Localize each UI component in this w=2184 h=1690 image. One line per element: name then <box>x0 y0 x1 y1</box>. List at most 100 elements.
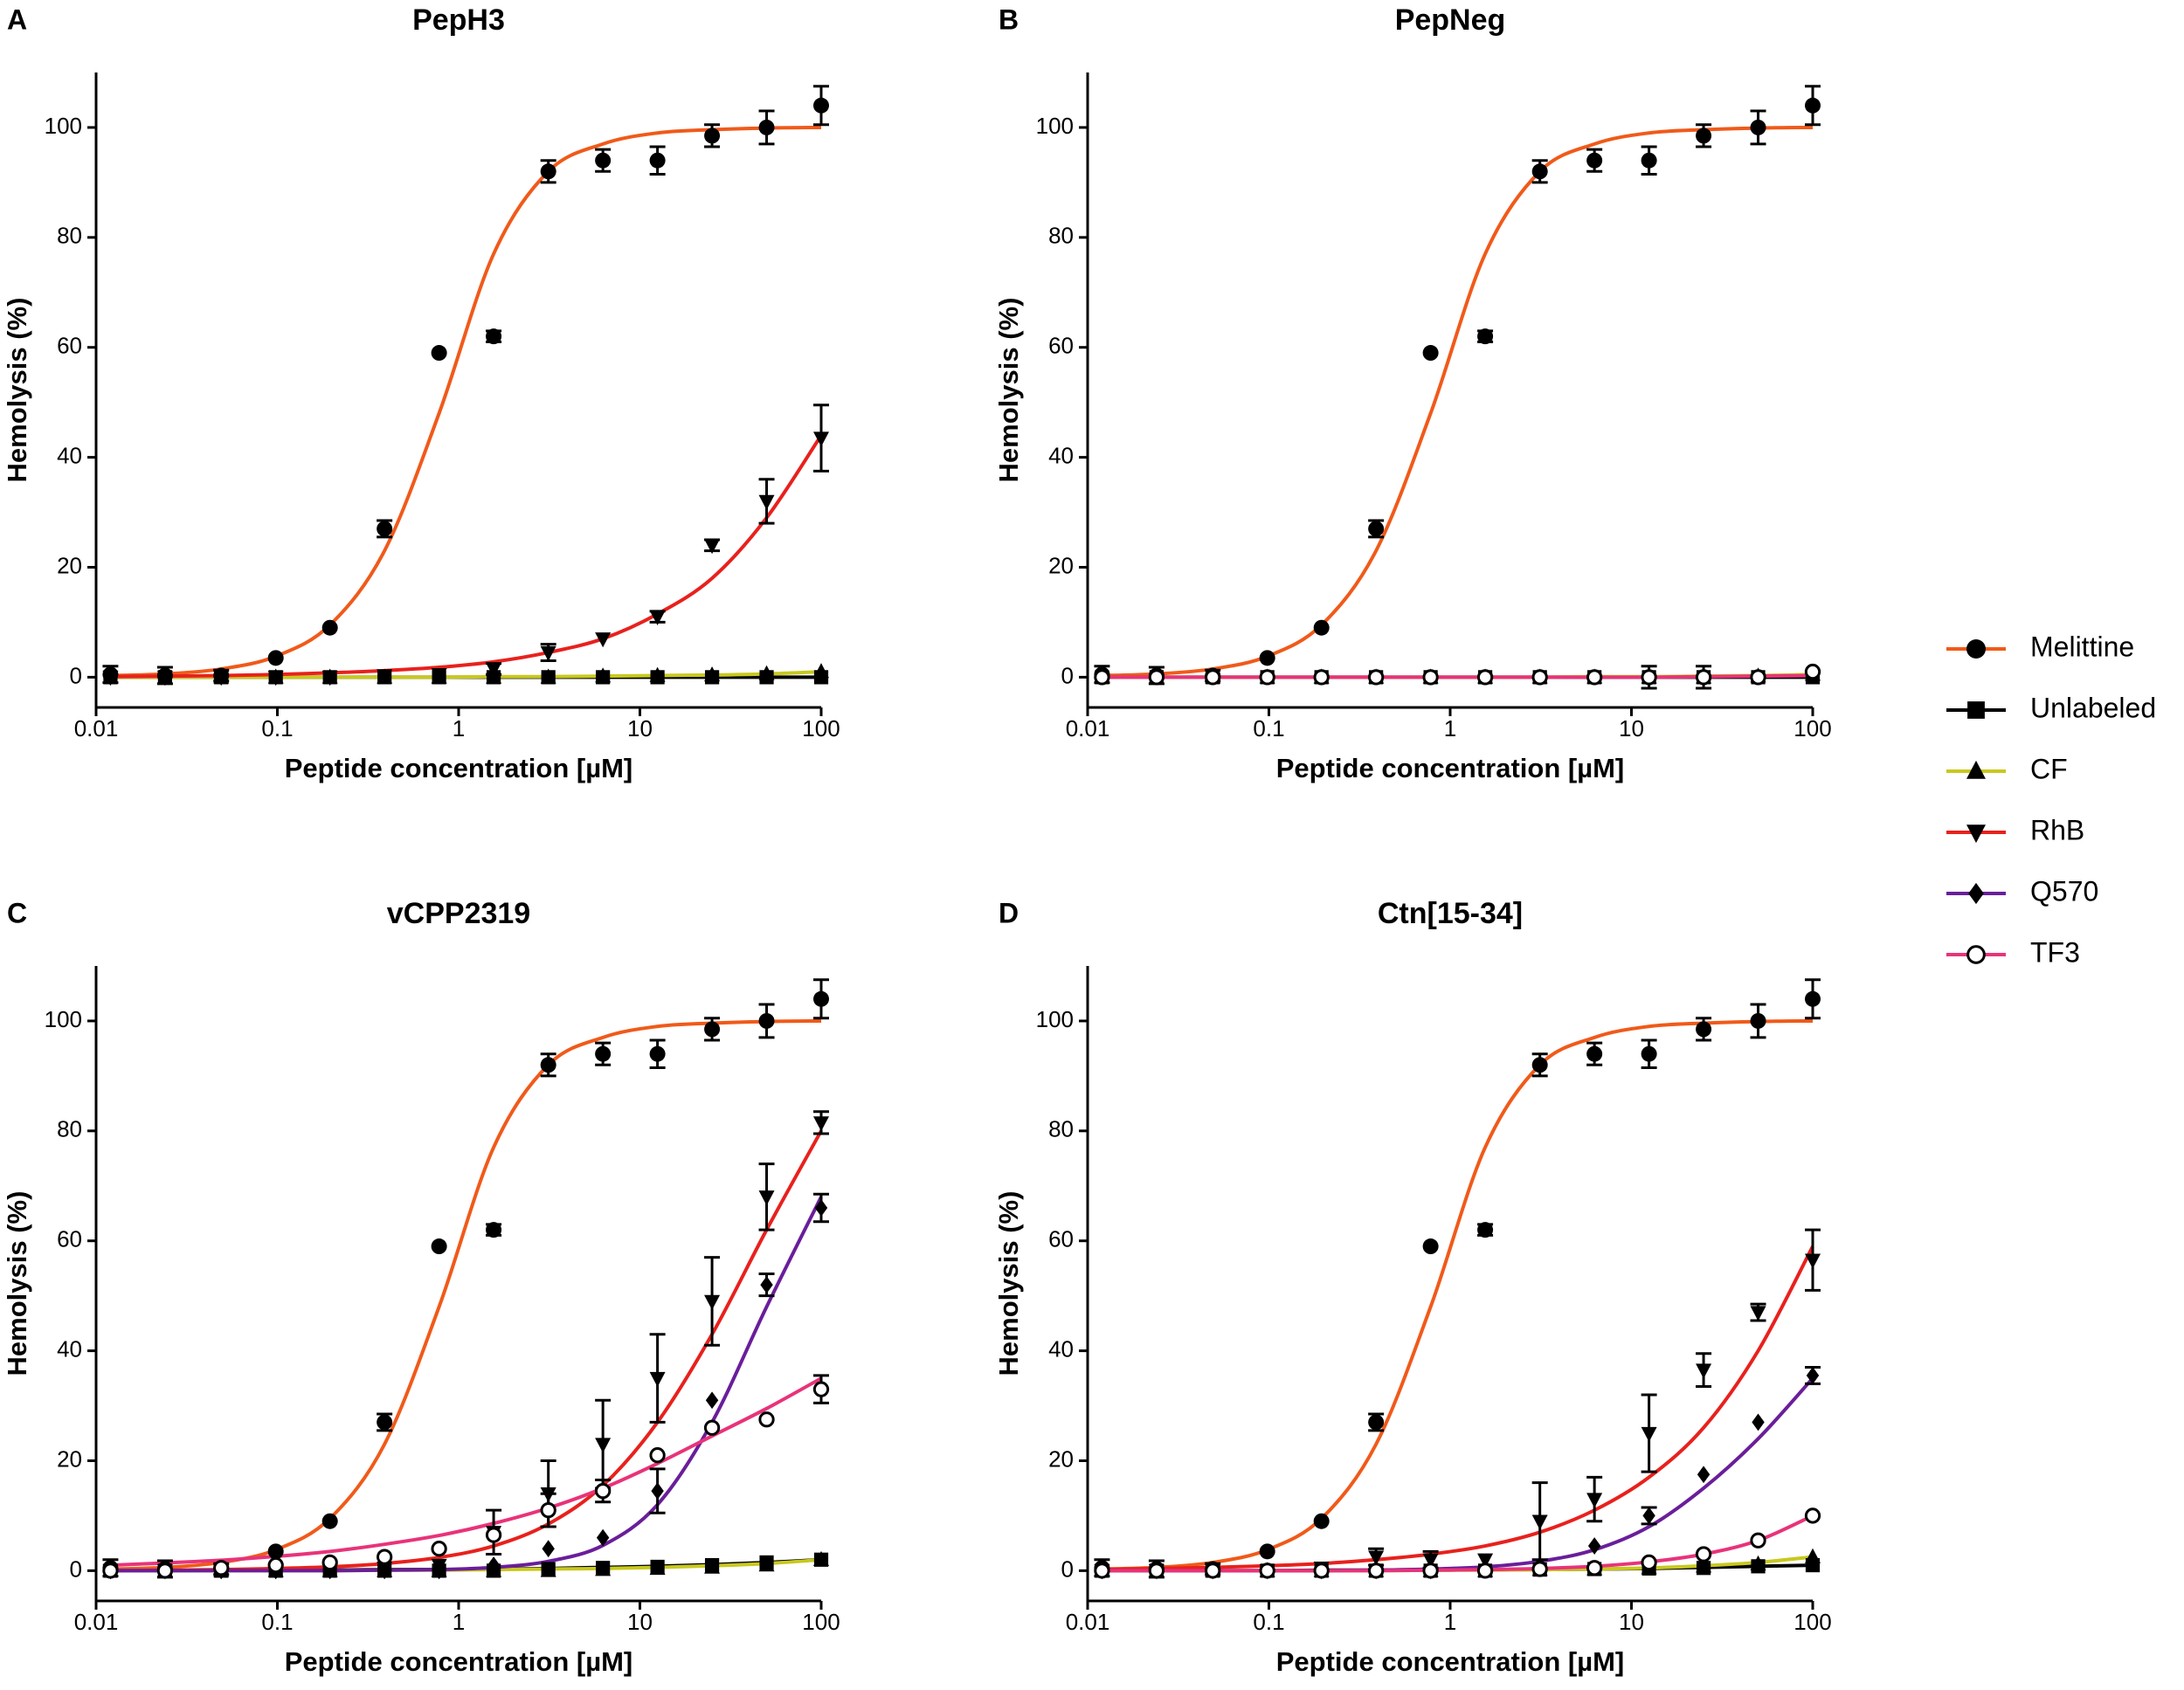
data-point <box>1205 1562 1221 1579</box>
y-tick-label: 40 <box>1048 442 1074 468</box>
y-tick-label: 80 <box>1048 1116 1074 1142</box>
y-tick-label: 0 <box>1061 662 1074 688</box>
y-tick-label: 60 <box>57 1226 82 1252</box>
legend-marker <box>1967 701 1985 719</box>
data-point <box>1422 1238 1439 1255</box>
data-point <box>1148 1562 1165 1579</box>
y-tick-label: 40 <box>57 442 82 468</box>
y-tick-label: 20 <box>57 1445 82 1472</box>
data-point <box>1476 669 1494 686</box>
x-tick-label: 0.1 <box>261 1609 293 1635</box>
legend-label: TF3 <box>2030 936 2080 968</box>
data-point <box>432 1562 446 1580</box>
data-point <box>1805 1253 1821 1269</box>
chart-title: PepH3 <box>412 3 505 37</box>
data-point <box>1422 1562 1439 1579</box>
data-point <box>704 1294 721 1310</box>
data-point <box>1422 345 1439 362</box>
data-point <box>377 669 393 685</box>
x-tick-label: 0.1 <box>1253 715 1284 742</box>
data-point <box>431 668 447 684</box>
data-point <box>705 1391 719 1410</box>
panel: B PepNeg Hemolysis (%) Peptide concentratio… <box>993 3 1832 783</box>
y-tick-label: 100 <box>45 1006 82 1032</box>
data-point <box>1587 1537 1601 1555</box>
panel: A PepH3 Hemolysis (%) Peptide concentration… <box>2 3 840 783</box>
y-tick-label: 40 <box>57 1335 82 1362</box>
data-point <box>486 662 502 678</box>
data-point <box>812 1381 830 1397</box>
data-point <box>321 619 338 636</box>
y-tick-label: 40 <box>1048 1335 1074 1362</box>
chart-title: PepNeg <box>1395 3 1506 37</box>
data-point <box>704 1021 721 1038</box>
data-point <box>1313 669 1330 686</box>
data-point <box>649 1371 666 1387</box>
panel: D Ctn[15-34] Hemolysis (%) Peptide concentr… <box>993 897 1832 1677</box>
data-point <box>1804 1507 1821 1524</box>
data-point <box>377 521 393 537</box>
data-point <box>1750 669 1766 686</box>
data-point <box>1805 97 1821 114</box>
legend-label: Melittine <box>2030 631 2134 662</box>
y-tick-label: 80 <box>1048 223 1074 249</box>
y-tick-label: 0 <box>70 662 82 688</box>
y-tick-label: 60 <box>1048 1226 1074 1252</box>
data-point <box>814 1199 828 1217</box>
legend-label: Q570 <box>2030 875 2098 907</box>
legend-marker <box>1966 760 1986 779</box>
data-point <box>813 1116 829 1132</box>
data-point <box>540 668 556 684</box>
y-tick-label: 100 <box>1036 113 1074 139</box>
x-tick-label: 0.01 <box>74 715 119 742</box>
data-point <box>1368 1414 1385 1431</box>
x-tick-label: 1 <box>453 1609 465 1635</box>
data-point <box>213 1560 230 1576</box>
data-point <box>649 666 666 682</box>
data-point <box>813 431 829 447</box>
data-point <box>649 1045 666 1062</box>
data-point <box>1477 328 1494 345</box>
data-point <box>431 1238 447 1255</box>
data-point <box>1750 1306 1766 1321</box>
data-point <box>267 1543 284 1560</box>
data-point <box>594 1482 612 1500</box>
data-point <box>1259 1543 1275 1560</box>
x-tick-label: 1 <box>1444 1609 1456 1635</box>
fit-curve <box>110 1376 822 1568</box>
data-point <box>1696 1557 1712 1573</box>
data-point <box>758 119 775 135</box>
data-point <box>1750 1012 1766 1029</box>
y-tick-label: 60 <box>1048 333 1074 359</box>
chart-title: Ctn[15-34] <box>1378 897 1523 930</box>
data-point <box>1696 1021 1712 1038</box>
data-point <box>704 666 721 682</box>
fit-curve <box>110 1196 823 1573</box>
y-axis-label: Hemolysis (%) <box>2 298 32 483</box>
data-point <box>704 1558 721 1574</box>
panel-label: A <box>7 3 27 35</box>
data-point <box>1094 669 1110 686</box>
y-tick-label: 100 <box>45 113 82 139</box>
legend-label: RhB <box>2030 814 2084 845</box>
data-point <box>377 1414 393 1431</box>
data-point <box>1531 1057 1548 1073</box>
data-point <box>813 97 829 114</box>
data-point <box>321 671 338 686</box>
y-tick-label: 80 <box>57 223 82 249</box>
legend-label: CF <box>2030 753 2068 784</box>
data-point <box>213 671 230 686</box>
data-point <box>595 667 612 683</box>
x-axis-label: Peptide concentration [µM] <box>285 753 633 783</box>
fit-curve <box>110 1018 822 1571</box>
x-tick-label: 10 <box>1619 1609 1644 1635</box>
data-point <box>595 1438 612 1453</box>
data-point <box>1641 669 1657 686</box>
data-point <box>758 1012 775 1029</box>
data-point <box>1641 1554 1657 1571</box>
data-point <box>1641 1045 1657 1062</box>
data-point <box>704 128 721 144</box>
data-point <box>1094 1562 1110 1579</box>
x-tick-label: 0.01 <box>1066 1609 1110 1635</box>
